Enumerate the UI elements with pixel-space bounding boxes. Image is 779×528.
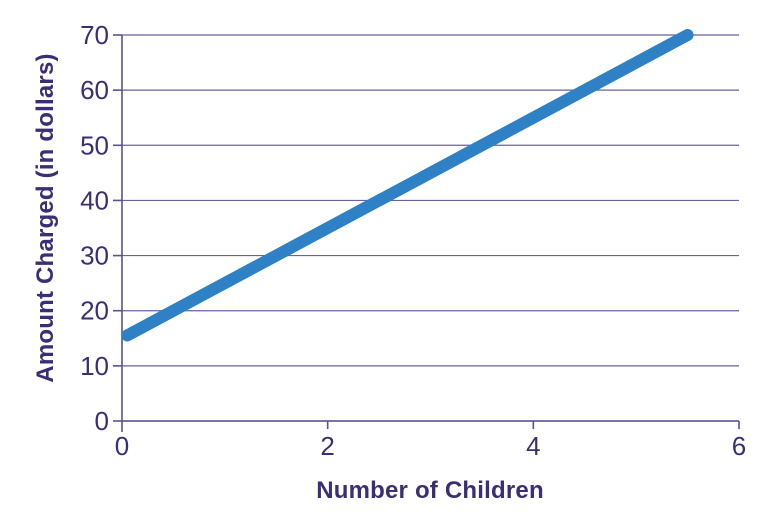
y-tick-label: 10 (80, 351, 109, 381)
y-axis-title: Amount Charged (in dollars) (32, 53, 59, 383)
y-tick-label: 40 (80, 185, 109, 215)
x-tick-label: 6 (732, 431, 746, 461)
data-line (121, 29, 694, 342)
y-tick-label: 50 (80, 130, 109, 160)
x-tick-label: 2 (320, 431, 334, 461)
y-tick-label: 30 (80, 241, 109, 271)
x-tick-label: 0 (115, 431, 129, 461)
x-tick-label: 4 (526, 431, 540, 461)
y-tick-label: 20 (80, 296, 109, 326)
y-tick-label: 0 (95, 406, 109, 436)
y-tick-label: 70 (80, 20, 109, 50)
x-axis-title: Number of Children (316, 477, 544, 504)
y-tick-label: 60 (80, 75, 109, 105)
